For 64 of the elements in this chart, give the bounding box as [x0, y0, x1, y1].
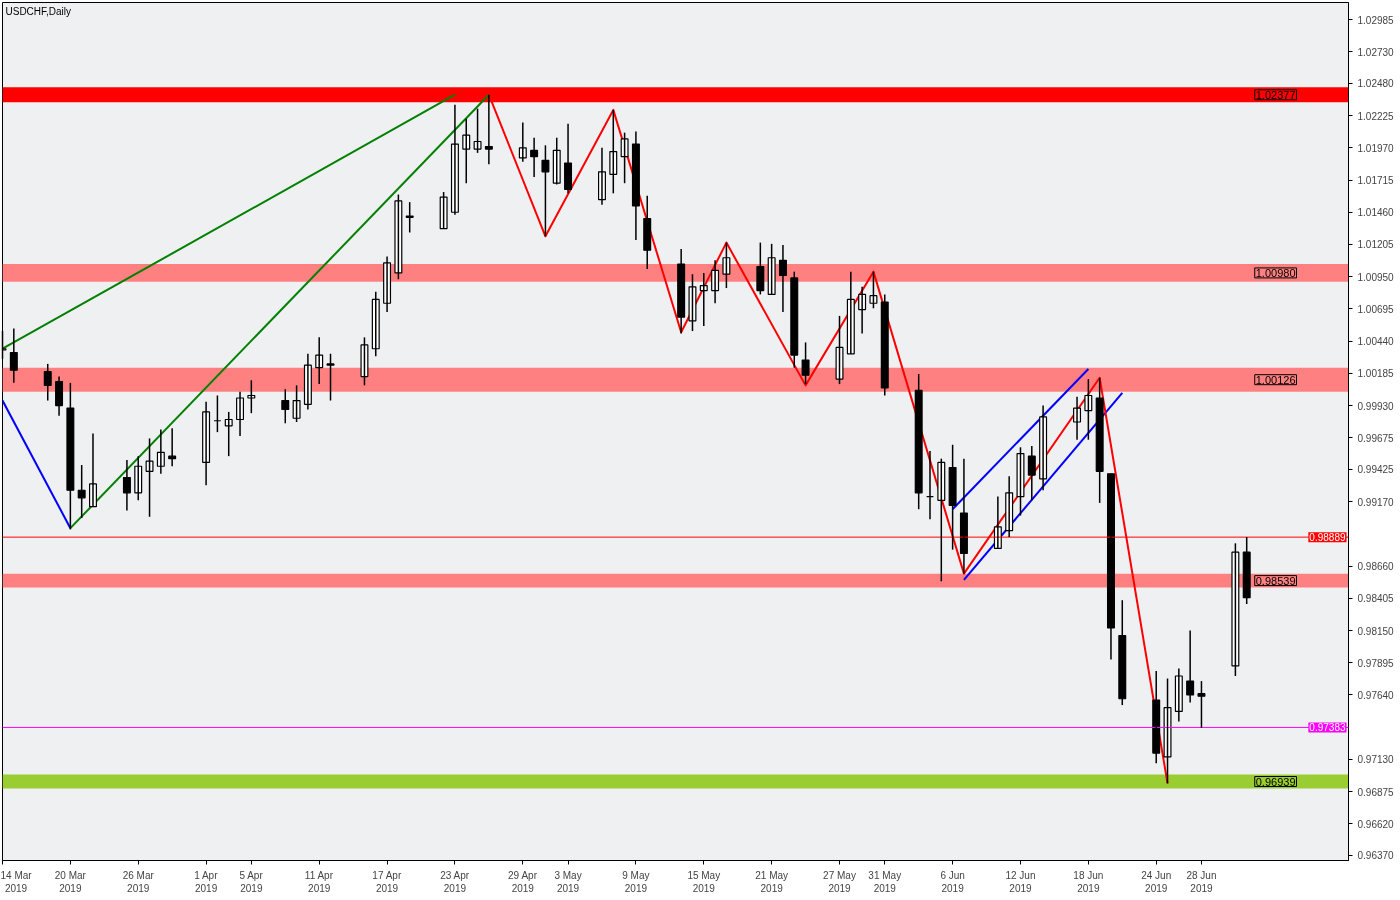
candlestick — [1163, 677, 1172, 785]
x-tick-label: 12 Jun 2019 — [1005, 869, 1036, 894]
y-tick-label: 0.99425 — [1357, 464, 1395, 476]
y-tick-label: 0.99170 — [1357, 496, 1395, 508]
band-label: 1.02377 — [1255, 88, 1296, 101]
y-tick-label: 1.01715 — [1357, 175, 1395, 187]
y-tick-label: 0.96875 — [1357, 786, 1395, 798]
band-label: 1.00126 — [1255, 373, 1296, 386]
candlestick — [1016, 446, 1025, 517]
candlestick — [145, 437, 154, 518]
band-label: 1.00980 — [1255, 266, 1296, 279]
y-tick-label: 1.01205 — [1357, 239, 1395, 251]
x-tick-label: 15 May 2019 — [687, 869, 721, 894]
x-tick-label: 6 Jun 2019 — [940, 869, 965, 894]
y-tick-label: 1.00185 — [1357, 368, 1395, 380]
candlestick — [835, 315, 844, 385]
x-tick-label: 3 May 2019 — [554, 869, 582, 894]
x-tick-label: 31 May 2019 — [868, 869, 902, 894]
x-tick-label: 14 Mar 2019 — [0, 869, 33, 894]
y-tick-label: 1.01460 — [1357, 207, 1395, 219]
x-tick-label: 24 Jun 2019 — [1141, 869, 1172, 894]
candlestick — [326, 353, 335, 402]
x-tick-label: 26 Mar 2019 — [122, 869, 155, 894]
y-tick-label: 0.99930 — [1357, 400, 1395, 412]
y-tick-label: 1.02730 — [1357, 46, 1395, 58]
x-tick-label: 28 Jun 2019 — [1186, 869, 1217, 894]
candlestick — [1197, 680, 1206, 729]
y-tick-label: 1.02480 — [1357, 78, 1395, 90]
y-tick-label: 0.96370 — [1357, 850, 1395, 862]
x-tick-label: 18 Jun 2019 — [1073, 869, 1104, 894]
y-tick-label: 1.00695 — [1357, 303, 1395, 315]
x-tick-label: 20 Mar 2019 — [54, 869, 87, 894]
x-tick-label: 23 Apr 2019 — [440, 869, 470, 894]
y-tick-label: 0.96620 — [1357, 818, 1395, 830]
y-tick-label: 0.97130 — [1357, 754, 1395, 766]
y-tick-label: 0.97640 — [1357, 689, 1395, 701]
x-tick-label: 29 Apr 2019 — [508, 869, 538, 894]
x-tick-label: 1 Apr 2019 — [194, 869, 219, 894]
y-tick-label: 1.01970 — [1357, 142, 1395, 154]
x-tick-label: 5 Apr 2019 — [239, 869, 264, 894]
x-tick-label: 11 Apr 2019 — [304, 869, 334, 894]
y-tick-label: 1.02985 — [1357, 14, 1395, 26]
y-tick-label: 0.98150 — [1357, 625, 1395, 637]
x-tick-label: 17 Apr 2019 — [372, 869, 402, 894]
chart-title: USDCHF,Daily — [5, 5, 72, 17]
y-tick-label: 1.00440 — [1357, 336, 1395, 348]
ref-line-label: 0.97383 — [1309, 722, 1346, 734]
candlestick — [801, 341, 810, 385]
candlestick — [247, 379, 256, 414]
y-tick-label: 0.98405 — [1357, 593, 1395, 605]
candlestick — [688, 273, 697, 332]
ref-line-label: 0.98889 — [1309, 532, 1346, 544]
y-tick-label: 1.00950 — [1357, 271, 1395, 283]
x-tick-label: 21 May 2019 — [755, 869, 789, 894]
y-tick-label: 0.99675 — [1357, 432, 1395, 444]
candlestick — [405, 201, 414, 234]
y-tick-label: 0.97895 — [1357, 657, 1395, 669]
band-label: 0.96939 — [1255, 775, 1296, 788]
y-tick-label: 0.98660 — [1357, 561, 1395, 573]
x-tick-label: 9 May 2019 — [622, 869, 650, 894]
y-tick-label: 1.02225 — [1357, 110, 1395, 122]
band-label: 0.98539 — [1255, 574, 1296, 587]
candlestick — [473, 107, 482, 154]
x-tick-label: 27 May 2019 — [823, 869, 856, 894]
